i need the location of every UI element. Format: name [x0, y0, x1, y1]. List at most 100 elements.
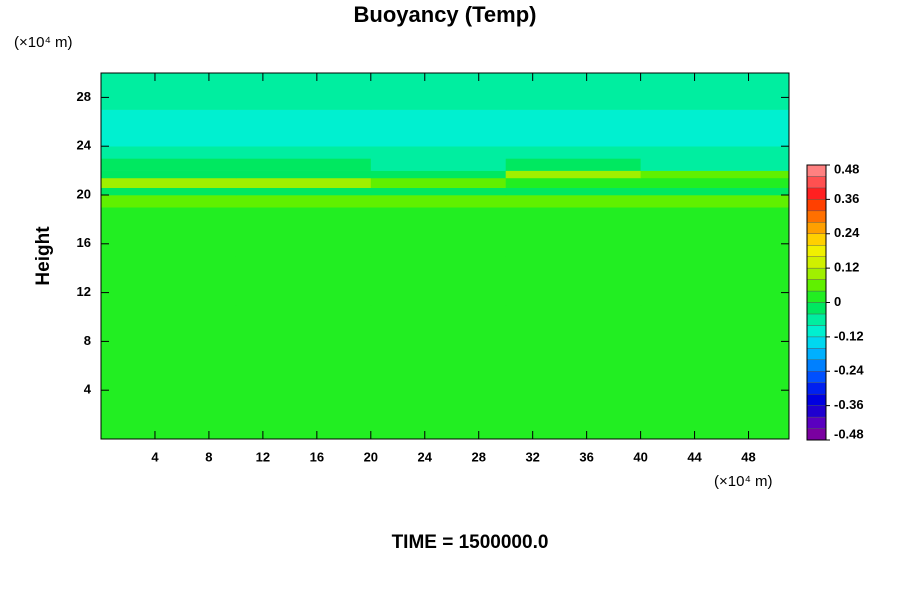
- y-tick-label: 4: [84, 382, 92, 397]
- cell: [370, 177, 507, 188]
- cell: [101, 73, 237, 110]
- cell: [235, 177, 372, 188]
- cell: [101, 207, 237, 257]
- cell: [101, 146, 237, 159]
- plot-frame: [100, 72, 790, 440]
- cell: [640, 109, 790, 147]
- x-tick-label: 28: [471, 449, 485, 464]
- cell: [101, 170, 237, 179]
- footer: TIME = 1500000.0: [392, 532, 549, 553]
- colorbar-swatch: [806, 210, 827, 223]
- colorbar-swatch: [806, 164, 827, 177]
- colorbar-label: -0.24: [834, 363, 864, 378]
- y-tick-label: 20: [77, 186, 91, 201]
- cell: [101, 158, 237, 171]
- cell: [640, 73, 790, 110]
- cell: [505, 73, 642, 110]
- colorbar-swatch: [806, 393, 827, 406]
- x-tick-label: 8: [205, 449, 212, 464]
- x-unit: (×10⁴ m): [714, 473, 773, 490]
- cell: [235, 304, 372, 440]
- cell: [640, 187, 790, 196]
- cell: [640, 158, 790, 171]
- y-tick-label: 24: [77, 138, 92, 153]
- cell: [370, 304, 507, 440]
- cell: [235, 256, 372, 306]
- cell: [101, 195, 237, 208]
- colorbar-swatch: [806, 176, 827, 189]
- cell: [640, 195, 790, 208]
- cell: [235, 146, 372, 159]
- cell: [370, 109, 507, 147]
- cell: [505, 207, 642, 257]
- cell: [505, 187, 642, 196]
- cell: [640, 304, 790, 440]
- cell: [370, 158, 507, 171]
- x-tick-label: 48: [741, 449, 755, 464]
- colorbar-swatch: [806, 233, 827, 246]
- cell: [235, 195, 372, 208]
- y-axis-label: Height: [33, 226, 54, 286]
- x-tick-label: 4: [151, 449, 159, 464]
- cell: [235, 207, 372, 257]
- chart-title: Buoyancy (Temp): [354, 2, 537, 27]
- colorbar-swatch: [806, 359, 827, 372]
- cell: [101, 256, 237, 306]
- cell: [640, 146, 790, 159]
- x-tick-label: 12: [256, 449, 270, 464]
- cell: [235, 187, 372, 196]
- colorbar-swatch: [806, 428, 827, 441]
- x-tick-label: 24: [418, 449, 433, 464]
- cell: [505, 158, 642, 171]
- y-tick-label: 16: [77, 235, 91, 250]
- cell: [505, 256, 642, 306]
- x-tick-label: 16: [310, 449, 324, 464]
- colorbar-swatch: [806, 371, 827, 383]
- colorbar-label: 0.48: [834, 161, 859, 176]
- y-tick-label: 12: [77, 284, 91, 299]
- cell: [101, 304, 237, 440]
- colorbar-swatch: [806, 325, 827, 338]
- cell: [640, 170, 790, 179]
- colorbar-label: 0.36: [834, 191, 859, 206]
- cell: [370, 207, 507, 257]
- cell: [101, 109, 237, 147]
- cell: [370, 73, 507, 110]
- cell: [505, 109, 642, 147]
- cell: [370, 256, 507, 306]
- cell: [235, 109, 372, 147]
- colorbar-swatch: [806, 416, 827, 429]
- colorbar-swatch: [806, 222, 827, 234]
- colorbar-swatch: [806, 348, 827, 360]
- colorbar-swatch: [806, 302, 827, 315]
- colorbar-label: -0.36: [834, 397, 864, 412]
- y-tick-label: 8: [84, 333, 91, 348]
- cell: [101, 187, 237, 196]
- cell: [370, 187, 507, 196]
- cell: [640, 177, 790, 188]
- colorbar-swatch: [806, 199, 827, 212]
- colorbar-swatch: [806, 256, 827, 269]
- colorbar-label: -0.12: [834, 328, 864, 343]
- cell: [640, 256, 790, 306]
- x-tick-label: 20: [364, 449, 378, 464]
- colorbar-swatch: [806, 187, 827, 200]
- cell: [505, 195, 642, 208]
- colorbar-swatch: [806, 405, 827, 418]
- cell: [370, 146, 507, 159]
- colorbar-swatch: [806, 267, 827, 280]
- colorbar-label: 0.24: [834, 225, 860, 240]
- cell: [370, 170, 507, 179]
- colorbar-swatch: [806, 336, 827, 349]
- y-unit: (×10⁴ m): [14, 34, 73, 51]
- colorbar-swatch: [806, 279, 827, 292]
- cell: [505, 170, 642, 179]
- colorbar-label: -0.48: [834, 426, 864, 441]
- colorbar-swatch: [806, 382, 827, 395]
- cell: [101, 177, 237, 188]
- cell: [505, 304, 642, 440]
- x-tick-label: 36: [579, 449, 593, 464]
- colorbar-swatch: [806, 290, 827, 303]
- y-tick-label: 28: [77, 89, 91, 104]
- cell: [505, 146, 642, 159]
